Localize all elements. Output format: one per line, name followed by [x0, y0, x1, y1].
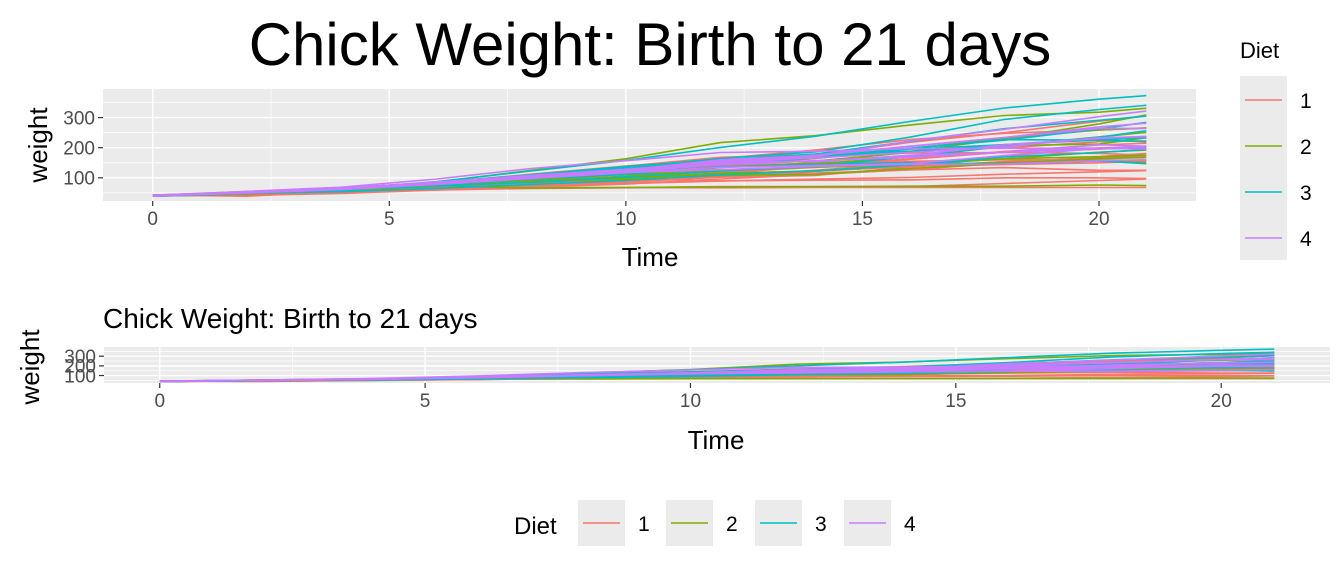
x-tick-label: 20	[1088, 209, 1109, 230]
y-tick-label: 200	[64, 357, 96, 378]
bottom-legend-title: Diet	[514, 513, 557, 540]
legend-label-diet-3: 3	[815, 513, 827, 536]
top-x-axis-label: Time	[622, 242, 679, 272]
y-tick-label: 200	[63, 139, 95, 160]
legend-label-diet-2: 2	[1300, 136, 1312, 159]
x-tick-label: 0	[154, 391, 165, 412]
y-tick-label: 100	[63, 169, 95, 190]
legend-label-diet-1: 1	[1300, 90, 1312, 113]
legend-label-diet-1: 1	[638, 513, 650, 536]
x-tick-label: 5	[384, 209, 395, 230]
top-chart-title: Chick Weight: Birth to 21 days	[249, 11, 1052, 78]
y-tick-label: 100	[64, 366, 96, 387]
top-y-axis-label: weight	[23, 107, 53, 184]
top-data-lines	[152, 94, 1147, 198]
legend-label-diet-2: 2	[726, 513, 738, 536]
top-y-axis: 100 200 300	[63, 108, 103, 190]
x-tick-label: 20	[1211, 391, 1232, 412]
series-line-diet-4	[159, 358, 1275, 383]
bottom-y-axis-label: weight	[15, 329, 45, 406]
x-tick-label: 10	[680, 391, 701, 412]
y-tick-label: 300	[64, 347, 96, 368]
legend-label-diet-4: 4	[1300, 228, 1312, 251]
series-line-diet-3	[152, 148, 1147, 197]
bottom-chart: Chick Weight: Birth to 21 days 0 5 10 15 20 …	[15, 303, 1330, 546]
top-legend: Diet 1 2 3 4	[1240, 38, 1312, 260]
x-tick-label: 15	[945, 391, 966, 412]
x-tick-label: 15	[852, 209, 873, 230]
top-x-axis: 0 5 10 15 20	[147, 201, 1110, 230]
bottom-data-lines	[159, 348, 1275, 383]
top-legend-key-bg	[1240, 76, 1287, 260]
bottom-x-axis: 0 5 10 15 20	[154, 383, 1232, 412]
top-chart: Chick Weight: Birth to 21 days 0 5 10 15 20 …	[23, 11, 1312, 272]
legend-label-diet-3: 3	[1300, 182, 1312, 205]
x-tick-label: 5	[420, 391, 431, 412]
x-tick-label: 10	[615, 209, 636, 230]
top-legend-title: Diet	[1240, 38, 1279, 63]
y-tick-label: 300	[63, 108, 95, 129]
series-line-diet-4	[152, 127, 1147, 197]
x-tick-label: 0	[147, 209, 158, 230]
bottom-x-axis-label: Time	[688, 425, 745, 455]
legend-label-diet-4: 4	[904, 513, 916, 536]
bottom-legend: Diet 1 2 3 4	[514, 500, 916, 546]
bottom-chart-title: Chick Weight: Birth to 21 days	[103, 303, 478, 334]
